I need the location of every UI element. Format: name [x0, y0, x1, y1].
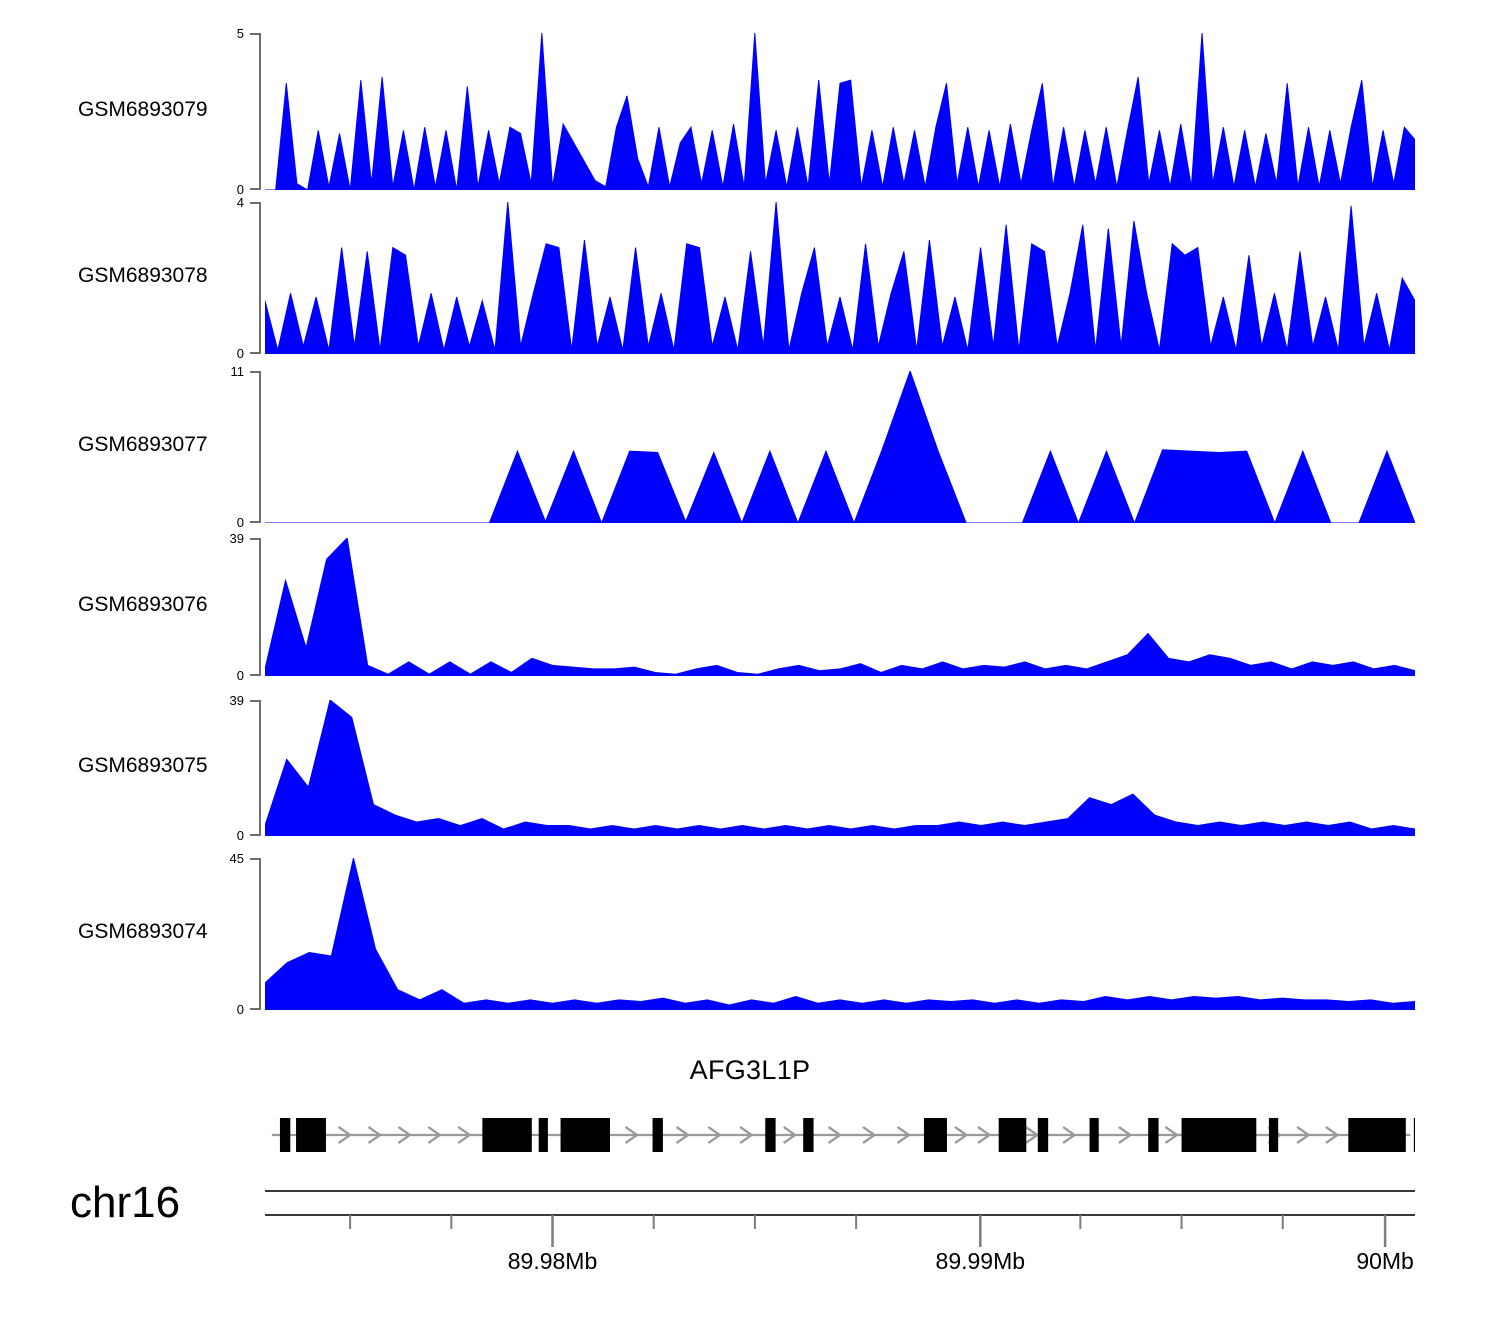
strand-arrow-icon: [1118, 1126, 1133, 1144]
exon-box[interactable]: [1037, 1118, 1049, 1152]
y-axis-bracket: [250, 858, 264, 1010]
coverage-track: GSM6893079 5 0: [0, 27, 1500, 196]
coverage-area: [265, 202, 1415, 354]
y-axis-bracket: [250, 700, 264, 836]
exon-box[interactable]: [1268, 1118, 1279, 1152]
exon-box[interactable]: [998, 1118, 1027, 1152]
coverage-area: [265, 538, 1415, 676]
exon-box[interactable]: [279, 1118, 291, 1152]
coverage-track: GSM6893074 45 0: [0, 852, 1500, 1016]
chromosome-label: chr16: [70, 1178, 181, 1227]
coverage-area: [265, 33, 1415, 190]
strand-arrow-icon: [739, 1126, 754, 1144]
track-plot-area[interactable]: [265, 858, 1415, 1010]
exon-box[interactable]: [1413, 1118, 1415, 1152]
coverage-area: [265, 858, 1415, 1010]
strand-arrow-icon: [896, 1126, 912, 1144]
track-y-axis: 11 0: [226, 365, 266, 529]
track-label-gsm6893075: GSM6893075: [78, 754, 208, 777]
coverage-track: GSM6893076 39 0: [0, 532, 1500, 682]
track-y-axis: 45 0: [226, 852, 266, 1016]
coverage-track: GSM6893078 4 0: [0, 196, 1500, 360]
coverage-track: GSM6893077 11 0: [0, 365, 1500, 529]
track-label-gsm6893079: GSM6893079: [78, 97, 208, 121]
y-axis-max-label: 4: [236, 195, 244, 210]
ruler-tick-label: 89.99Mb: [936, 1248, 1026, 1274]
y-axis-min-label: 0: [236, 182, 244, 197]
exon-box[interactable]: [1089, 1118, 1099, 1152]
y-axis-max-label: 39: [229, 531, 244, 546]
y-axis-bracket: [250, 33, 264, 190]
strand-arrow-icon: [954, 1126, 969, 1144]
coverage-area: [265, 700, 1415, 836]
strand-arrow-icon: [1062, 1126, 1077, 1144]
y-axis-min-label: 0: [236, 515, 244, 530]
y-axis-min-label: 0: [236, 668, 244, 683]
y-axis-max-label: 39: [229, 693, 244, 708]
strand-arrow-icon: [827, 1126, 843, 1144]
track-label-gsm6893077: GSM6893077: [78, 433, 208, 456]
track-y-axis: 39 0: [226, 532, 266, 682]
strand-arrow-icon: [1164, 1126, 1179, 1144]
coverage-track: GSM6893075 39 0: [0, 694, 1500, 842]
exon-box[interactable]: [803, 1118, 814, 1152]
strand-arrow-icon: [782, 1126, 798, 1144]
y-axis-min-label: 0: [236, 828, 244, 843]
track-y-axis: 39 0: [226, 694, 266, 842]
track-label-gsm6893078: GSM6893078: [78, 264, 208, 287]
strand-arrow-icon: [1325, 1126, 1340, 1144]
gene-annotation-panel: AFG3L1P: [0, 1055, 1500, 1165]
strand-arrow-icon: [1024, 1126, 1040, 1144]
strand-arrow-icon: [977, 1126, 992, 1144]
track-plot-area[interactable]: [265, 538, 1415, 676]
exon-box[interactable]: [538, 1118, 548, 1152]
exon-box[interactable]: [652, 1118, 663, 1152]
strand-arrow-icon: [862, 1126, 877, 1144]
strand-arrow-icon: [457, 1126, 472, 1144]
strand-arrow-icon: [707, 1126, 722, 1144]
ruler-tick-label: 90Mb: [1356, 1248, 1414, 1274]
strand-arrow-icon: [624, 1126, 640, 1144]
gene-model-track[interactable]: [265, 1105, 1415, 1165]
y-axis-max-label: 11: [230, 364, 245, 379]
strand-arrow-icon: [337, 1126, 353, 1144]
coverage-area: [265, 371, 1415, 523]
genome-axis-ruler[interactable]: 89.98Mb 89.99Mb 90Mb: [265, 1185, 1415, 1285]
y-axis-bracket: [250, 202, 264, 354]
y-axis-min-label: 0: [236, 1002, 244, 1017]
strand-arrow-icon: [397, 1126, 412, 1144]
y-axis-max-label: 45: [229, 851, 244, 866]
track-label-gsm6893076: GSM6893076: [78, 593, 208, 616]
y-axis-bracket: [250, 538, 264, 676]
exon-box[interactable]: [923, 1118, 947, 1152]
strand-arrow-icon: [675, 1126, 691, 1144]
gene-title: AFG3L1P: [689, 1055, 811, 1085]
strand-arrow-icon: [1296, 1126, 1311, 1144]
exon-box[interactable]: [1348, 1118, 1406, 1152]
exon-box[interactable]: [560, 1118, 610, 1152]
strand-arrow-icon: [427, 1126, 442, 1144]
y-axis-max-label: 5: [236, 26, 244, 41]
track-plot-area[interactable]: [265, 700, 1415, 836]
track-plot-area[interactable]: [265, 371, 1415, 523]
strand-arrow-icon: [367, 1126, 383, 1144]
track-plot-area[interactable]: [265, 33, 1415, 190]
track-plot-area[interactable]: [265, 202, 1415, 354]
exon-box[interactable]: [765, 1118, 776, 1152]
ruler-tick-label: 89.98Mb: [508, 1248, 598, 1274]
exon-box[interactable]: [482, 1118, 532, 1152]
exon-box[interactable]: [296, 1118, 326, 1152]
y-axis-min-label: 0: [236, 346, 244, 361]
track-label-gsm6893074: GSM6893074: [78, 920, 208, 943]
exon-box[interactable]: [1148, 1118, 1159, 1152]
exon-box[interactable]: [1181, 1118, 1257, 1152]
y-axis-bracket: [250, 371, 264, 523]
